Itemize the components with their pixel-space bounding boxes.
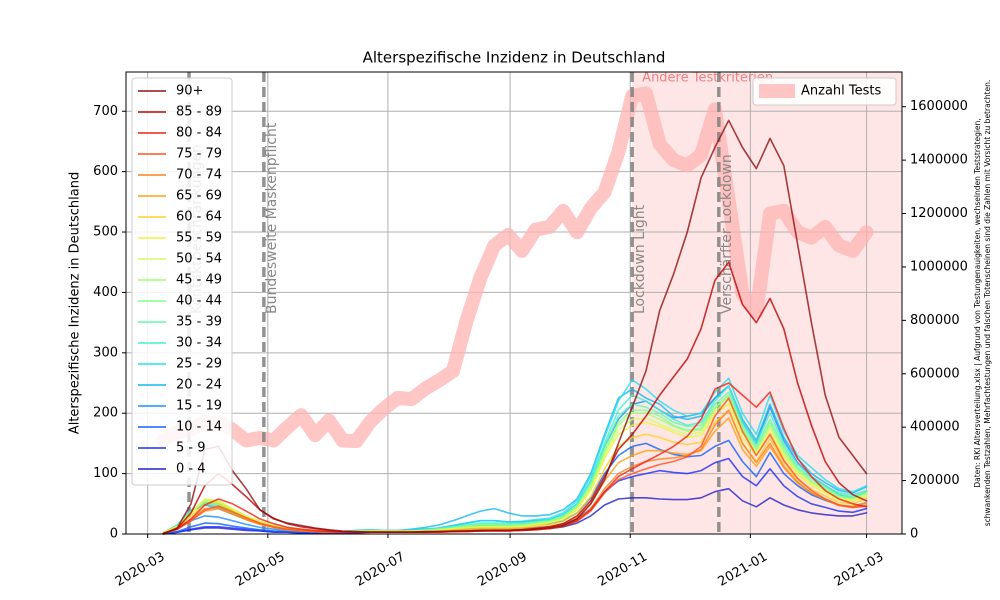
series-line xyxy=(162,119,868,535)
chart-title: Alterspezifische Inzidenz in Deutschland xyxy=(363,49,666,67)
y-axis-label: Alterspezifische Inzidenz in Deutschland xyxy=(68,172,83,434)
plot-frame xyxy=(125,71,903,535)
y-tick-label: 600 xyxy=(93,164,118,179)
legend-label: 10 - 14 xyxy=(176,420,222,435)
event-label: Verschärfter Lockdown xyxy=(719,154,735,314)
legend-label: 60 - 64 xyxy=(176,210,222,225)
legend-label: 20 - 24 xyxy=(176,378,222,393)
y-tick-label: 100 xyxy=(93,466,118,481)
legend-label: 25 - 29 xyxy=(176,357,222,372)
x-tick-label: 2021-01 xyxy=(716,550,771,590)
legend-label: 75 - 79 xyxy=(176,147,222,162)
y-tick-label: 0 xyxy=(110,527,118,542)
region-label: Andere Testkriterien xyxy=(642,71,773,86)
legend-label: 55 - 59 xyxy=(176,231,222,246)
y2-tick-label: 1400000 xyxy=(910,153,968,168)
x-tick-label: 2020-03 xyxy=(113,550,168,590)
legend-label: 50 - 54 xyxy=(176,252,222,267)
x-tick-label: 2020-05 xyxy=(233,550,288,590)
y2-tick-label: 400000 xyxy=(910,420,960,435)
y2-tick-label: 600000 xyxy=(910,366,960,381)
y-tick-label: 500 xyxy=(93,225,118,240)
legend-label: 5 - 9 xyxy=(176,441,206,456)
legend-box xyxy=(131,77,233,486)
note: schwankenden Testzahlen, Mehrfachtestung… xyxy=(983,80,992,526)
legend-label: 85 - 89 xyxy=(176,105,222,120)
legend-label: Anzahl Tests xyxy=(801,84,882,99)
event-label: Bundesweite Maskenpflicht xyxy=(264,122,280,314)
legend-label: 65 - 69 xyxy=(176,189,222,204)
tests-line xyxy=(156,86,874,449)
x-tick-label: 2020-07 xyxy=(353,550,408,590)
legend-label: 0 - 4 xyxy=(176,462,206,477)
y-tick-label: 300 xyxy=(93,345,118,360)
legend-label: 70 - 74 xyxy=(176,168,222,183)
legend-label: 80 - 84 xyxy=(176,126,222,141)
legend-label: 40 - 44 xyxy=(176,294,222,309)
legend-label: 45 - 49 xyxy=(176,273,222,288)
y2-tick-label: 800000 xyxy=(910,313,960,328)
x-tick-label: 2021-03 xyxy=(832,550,887,590)
y-tick-label: 700 xyxy=(93,104,118,119)
y2-tick-label: 1200000 xyxy=(910,206,968,221)
event-label: Lockdown Light xyxy=(632,204,648,314)
y2-tick-label: 1600000 xyxy=(910,99,968,114)
x-tick-label: 2020-11 xyxy=(595,550,650,590)
y2-tick-label: 200000 xyxy=(910,473,960,488)
legend-label: 35 - 39 xyxy=(176,315,222,330)
x-tick-label: 2020-09 xyxy=(475,550,530,590)
y-tick-label: 400 xyxy=(93,285,118,300)
y2-tick-label: 0 xyxy=(910,527,918,542)
legend-label: 15 - 19 xyxy=(176,399,222,414)
y-tick-label: 200 xyxy=(93,406,118,421)
legend-label: 30 - 34 xyxy=(176,336,222,351)
y2-tick-label: 1000000 xyxy=(910,259,968,274)
legend-label: 90+ xyxy=(176,84,203,99)
note: Daten: RKI Altersverteilung.xlsx | Aufgr… xyxy=(973,118,982,487)
